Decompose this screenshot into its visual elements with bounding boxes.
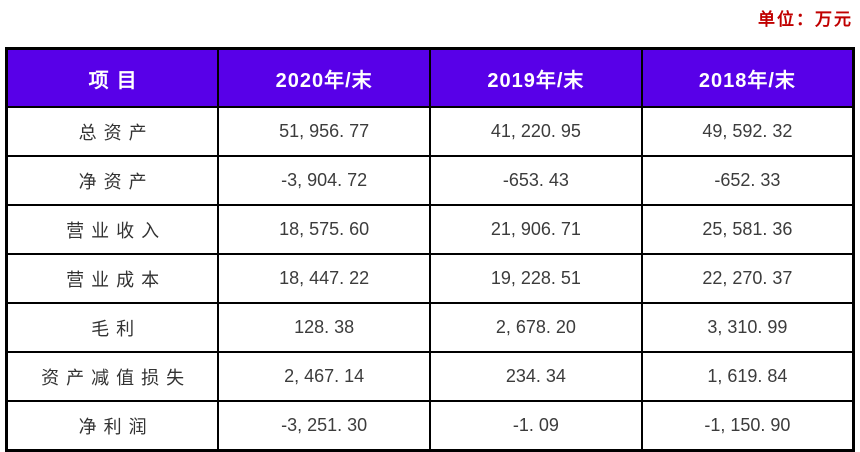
- value-cell: 18, 447. 22: [217, 253, 431, 304]
- financial-summary-table: 项目 2020年/末 2019年/末 2018年/末 总资产 51, 956. …: [5, 47, 855, 452]
- table-row-total-assets: 总资产 51, 956. 77 41, 220. 95 49, 592. 32: [5, 106, 855, 157]
- row-label: 营业成本: [5, 253, 220, 304]
- value-cell: -652. 33: [640, 155, 855, 206]
- value-cell: 19, 228. 51: [429, 253, 643, 304]
- header-cell-2020: 2020年/末: [217, 47, 431, 108]
- value-cell: 41, 220. 95: [429, 106, 643, 157]
- table-row-net-profit: 净利润 -3, 251. 30 -1. 09 -1, 150. 90: [5, 400, 855, 452]
- value-cell: 1, 619. 84: [640, 351, 855, 402]
- row-label: 资产减值损失: [5, 351, 220, 402]
- value-cell: 2, 678. 20: [429, 302, 643, 353]
- table-row-asset-impairment-loss: 资产减值损失 2, 467. 14 234. 34 1, 619. 84: [5, 351, 855, 402]
- value-cell: -653. 43: [429, 155, 643, 206]
- value-cell: 49, 592. 32: [640, 106, 855, 157]
- row-label: 净利润: [5, 400, 220, 452]
- header-row: 项目 2020年/末 2019年/末 2018年/末: [5, 47, 855, 108]
- header-cell-2019: 2019年/末: [429, 47, 643, 108]
- value-cell: -3, 251. 30: [217, 400, 431, 452]
- value-cell: 2, 467. 14: [217, 351, 431, 402]
- table-row-operating-revenue: 营业收入 18, 575. 60 21, 906. 71 25, 581. 36: [5, 204, 855, 255]
- value-cell: 51, 956. 77: [217, 106, 431, 157]
- value-cell: 25, 581. 36: [640, 204, 855, 255]
- unit-label: 单位：万元: [758, 10, 853, 30]
- value-cell: -3, 904. 72: [217, 155, 431, 206]
- value-cell: -1, 150. 90: [640, 400, 855, 452]
- header-cell-2018: 2018年/末: [640, 47, 855, 108]
- row-label: 净资产: [5, 155, 220, 206]
- table-row-net-assets: 净资产 -3, 904. 72 -653. 43 -652. 33: [5, 155, 855, 206]
- row-label: 总资产: [5, 106, 220, 157]
- value-cell: 21, 906. 71: [429, 204, 643, 255]
- value-cell: 18, 575. 60: [217, 204, 431, 255]
- value-cell: 128. 38: [217, 302, 431, 353]
- row-label: 营业收入: [5, 204, 220, 255]
- value-cell: 3, 310. 99: [640, 302, 855, 353]
- table-row-operating-cost: 营业成本 18, 447. 22 19, 228. 51 22, 270. 37: [5, 253, 855, 304]
- value-cell: 234. 34: [429, 351, 643, 402]
- header-cell-item: 项目: [5, 47, 220, 108]
- value-cell: -1. 09: [429, 400, 643, 452]
- value-cell: 22, 270. 37: [640, 253, 855, 304]
- table-row-gross-profit: 毛利 128. 38 2, 678. 20 3, 310. 99: [5, 302, 855, 353]
- row-label: 毛利: [5, 302, 220, 353]
